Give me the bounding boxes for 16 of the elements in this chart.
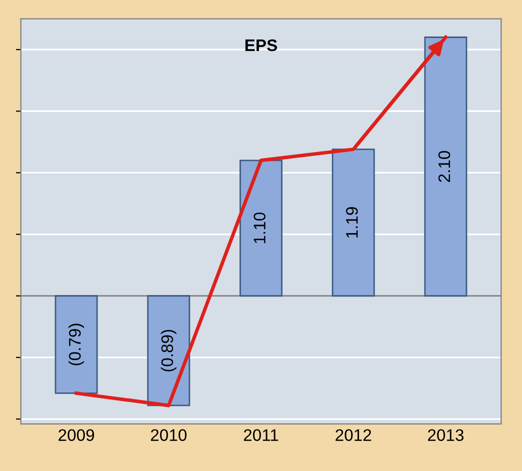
bar: [424, 36, 468, 297]
bar: [54, 295, 98, 394]
data-label: 1.10: [254, 212, 266, 244]
data-label: 1.19: [346, 207, 358, 238]
x-tick-label: 2011: [244, 429, 278, 442]
data-label: 2.10: [438, 150, 450, 182]
x-tick-label: 2010: [150, 429, 187, 442]
bar: [240, 160, 282, 297]
chart-title: EPS: [245, 39, 278, 52]
data-label: (0.89): [160, 330, 176, 372]
bar: [147, 295, 190, 406]
data-label: (0.79): [68, 324, 84, 366]
x-tick-label: 2009: [58, 429, 94, 442]
bar: [332, 148, 375, 297]
x-tick-label: 2012: [336, 429, 372, 442]
x-tick-label: 2013: [428, 429, 464, 442]
